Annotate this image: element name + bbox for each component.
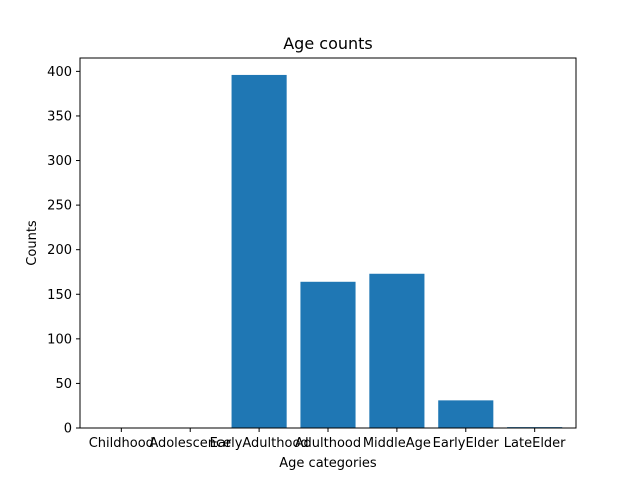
bar-adulthood <box>300 281 356 428</box>
y-tick-label: 200 <box>47 243 72 258</box>
y-axis: 0 50 100 150 200 250 300 350 400 <box>47 65 80 437</box>
y-tick-label: 400 <box>47 65 72 80</box>
x-axis: ChildhoodAdolescenceEarlyAdulthoodAdulth… <box>89 428 566 451</box>
y-tick-label: 350 <box>47 109 72 124</box>
bar-earlyadulthood <box>231 74 287 428</box>
chart-title: Age counts <box>283 34 373 53</box>
y-tick-label: 150 <box>47 288 72 303</box>
x-tick-label: Adolescence <box>149 436 231 451</box>
y-tick-label: 50 <box>55 377 72 392</box>
x-tick-label: Adulthood <box>295 436 361 451</box>
x-tick-label: EarlyAdulthood <box>210 436 309 451</box>
y-tick-label: 100 <box>47 332 72 347</box>
x-tick-label: MiddleAge <box>363 436 431 451</box>
y-tick-label: 250 <box>47 199 72 214</box>
y-tick-label: 0 <box>64 422 72 437</box>
x-tick-label: Childhood <box>89 436 154 451</box>
bar-middleage <box>369 273 425 428</box>
x-axis-label: Age categories <box>279 456 377 471</box>
bar-earlyelder <box>438 400 494 428</box>
y-axis-label: Counts <box>25 220 40 266</box>
x-tick-label: EarlyElder <box>433 436 500 451</box>
bars-group <box>231 74 563 428</box>
y-tick-label: 300 <box>47 154 72 169</box>
x-tick-label: LateElder <box>504 436 566 451</box>
